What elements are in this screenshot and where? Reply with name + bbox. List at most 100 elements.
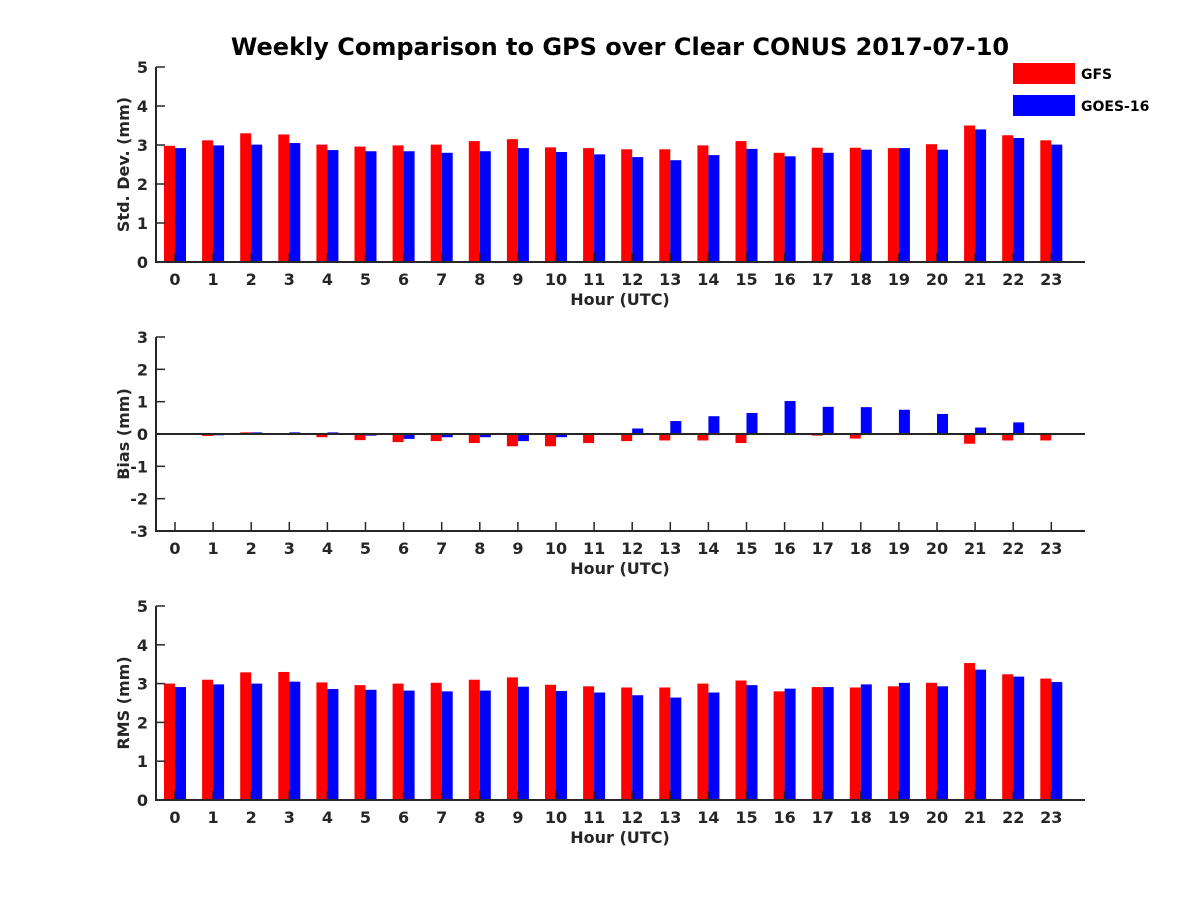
bar-gfs-hour-6	[393, 145, 404, 262]
x-axis-label: Hour (UTC)	[570, 828, 670, 847]
x-tick-label: 2	[246, 539, 257, 558]
bar-gfs-hour-21	[964, 663, 975, 800]
x-tick-label: 13	[659, 539, 681, 558]
y-tick-label: 0	[137, 791, 148, 810]
x-tick-label: 18	[850, 808, 872, 827]
bar-gfs-hour-8	[469, 680, 480, 800]
x-tick-label: 20	[926, 539, 948, 558]
bar-goes16-hour-7	[442, 153, 453, 262]
x-tick-label: 10	[545, 808, 567, 827]
bar-gfs-hour-5	[355, 685, 366, 800]
y-tick-label: 1	[137, 752, 148, 771]
bar-gfs-hour-5	[355, 147, 366, 262]
x-tick-label: 8	[474, 808, 485, 827]
x-tick-label: 0	[169, 270, 180, 289]
x-tick-label: 21	[964, 270, 986, 289]
x-tick-label: 18	[850, 539, 872, 558]
y-tick-label: 0	[137, 425, 148, 444]
y-tick-label: 2	[137, 360, 148, 379]
bar-gfs-hour-11	[583, 148, 594, 262]
x-tick-label: 3	[284, 270, 295, 289]
bar-gfs-hour-2	[240, 672, 251, 800]
bar-goes16-hour-22	[1013, 677, 1024, 800]
bar-gfs-hour-9	[507, 434, 518, 446]
y-axis-label: RMS (mm)	[114, 656, 133, 749]
x-tick-label: 17	[812, 270, 834, 289]
bar-goes16-hour-14	[708, 155, 719, 262]
x-tick-label: 11	[583, 808, 605, 827]
bar-goes16-hour-9	[518, 687, 529, 800]
x-tick-label: 2	[246, 270, 257, 289]
bar-goes16-hour-11	[594, 693, 605, 800]
bar-goes16-hour-16	[785, 156, 796, 262]
x-axis-label: Hour (UTC)	[570, 559, 670, 578]
bar-gfs-hour-9	[507, 139, 518, 262]
bar-goes16-hour-12	[632, 157, 643, 262]
bar-gfs-hour-16	[774, 153, 785, 262]
bar-goes16-hour-13	[670, 160, 681, 262]
bar-goes16-hour-15	[747, 685, 758, 800]
bar-gfs-hour-8	[469, 434, 480, 443]
x-tick-label: 22	[1002, 539, 1024, 558]
x-tick-label: 18	[850, 270, 872, 289]
legend: GFS GOES-16	[1013, 63, 1149, 116]
bar-goes16-hour-2	[251, 684, 262, 800]
bar-gfs-hour-20	[926, 683, 937, 800]
bar-goes16-hour-5	[366, 690, 377, 800]
x-tick-label: 4	[322, 539, 333, 558]
x-tick-label: 3	[284, 808, 295, 827]
x-tick-label: 17	[812, 539, 834, 558]
bar-goes16-hour-7	[442, 691, 453, 800]
bar-goes16-hour-18	[861, 684, 872, 800]
bar-gfs-hour-18	[850, 687, 861, 800]
bar-goes16-hour-14	[708, 693, 719, 800]
bar-goes16-hour-18	[861, 407, 872, 434]
x-tick-label: 19	[888, 270, 910, 289]
y-tick-label: -2	[130, 490, 148, 509]
x-tick-label: 12	[621, 539, 643, 558]
bar-gfs-hour-21	[964, 434, 975, 444]
bar-goes16-hour-23	[1051, 145, 1062, 262]
bar-gfs-hour-22	[1002, 135, 1013, 262]
x-tick-label: 7	[436, 270, 447, 289]
bar-goes16-hour-9	[518, 148, 529, 262]
bar-goes16-hour-0	[175, 687, 186, 800]
x-axis-label: Hour (UTC)	[570, 290, 670, 309]
x-tick-label: 16	[773, 539, 795, 558]
bar-gfs-hour-8	[469, 141, 480, 262]
bar-gfs-hour-14	[697, 684, 708, 800]
bar-goes16-hour-3	[289, 143, 300, 262]
bar-gfs-hour-7	[431, 683, 442, 800]
bar-goes16-hour-21	[975, 129, 986, 262]
bar-gfs-hour-19	[888, 148, 899, 262]
x-tick-label: 13	[659, 808, 681, 827]
x-tick-label: 9	[512, 270, 523, 289]
bar-goes16-hour-17	[823, 407, 834, 434]
y-tick-label: 1	[137, 214, 148, 233]
bar-goes16-hour-15	[747, 149, 758, 262]
x-tick-label: 6	[398, 808, 409, 827]
legend-swatch-gfs	[1013, 63, 1075, 84]
bar-gfs-hour-22	[1002, 674, 1013, 800]
bar-gfs-hour-16	[774, 691, 785, 800]
y-axis-label: Bias (mm)	[114, 388, 133, 480]
x-tick-label: 5	[360, 808, 371, 827]
x-tick-label: 12	[621, 808, 643, 827]
x-tick-label: 7	[436, 539, 447, 558]
bar-goes16-hour-22	[1013, 422, 1024, 434]
bar-gfs-hour-10	[545, 434, 556, 446]
bar-goes16-hour-11	[594, 154, 605, 262]
legend-label-gfs: GFS	[1081, 67, 1112, 83]
x-tick-label: 8	[474, 270, 485, 289]
x-tick-label: 9	[512, 808, 523, 827]
x-tick-label: 23	[1040, 270, 1062, 289]
bar-gfs-hour-11	[583, 434, 594, 443]
bar-goes16-hour-16	[785, 689, 796, 800]
x-tick-label: 17	[812, 808, 834, 827]
bar-gfs-hour-21	[964, 126, 975, 263]
x-tick-label: 21	[964, 808, 986, 827]
chart-title: Weekly Comparison to GPS over Clear CONU…	[231, 33, 1009, 61]
bar-gfs-hour-3	[278, 672, 289, 800]
